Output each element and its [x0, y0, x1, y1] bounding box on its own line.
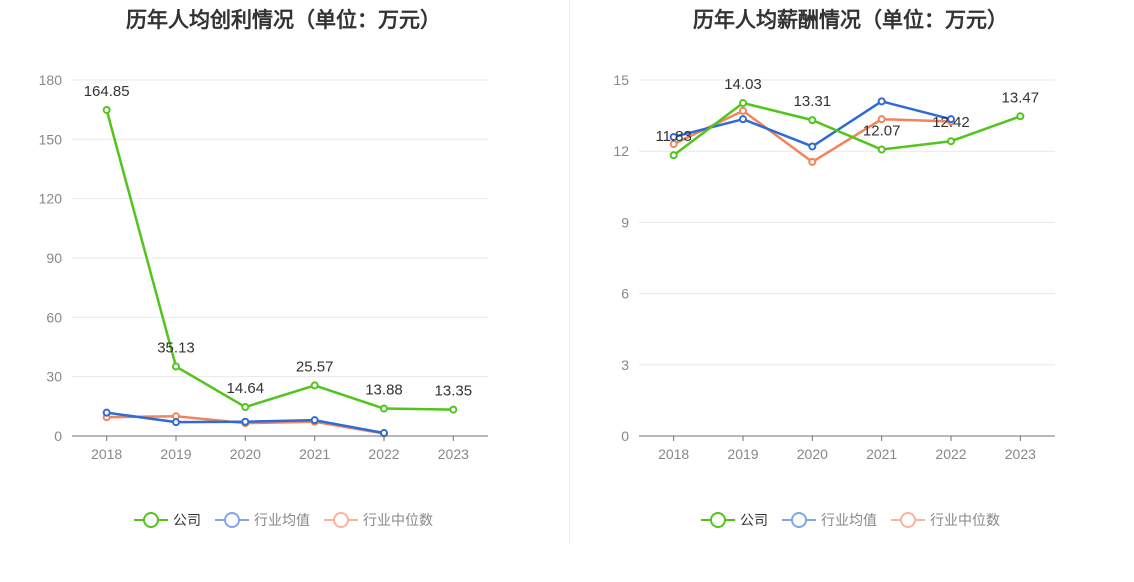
- chart-title: 历年人均薪酬情况（单位：万元）: [693, 9, 1008, 32]
- legend-marker-icon: [782, 511, 816, 529]
- data-label: 13.31: [794, 93, 832, 110]
- data-label: 12.07: [863, 123, 901, 140]
- legend-label: 行业均值: [254, 512, 310, 528]
- panel-divider: [569, 0, 570, 545]
- legend-marker-icon: [891, 511, 925, 529]
- profit-per-capita-chart: 历年人均创利情况（单位：万元） 0 30 60 90 120 150 180 2018 2019…: [0, 9, 567, 530]
- x-tick-label: 2021: [299, 446, 330, 462]
- data-point-industry-median: [877, 115, 886, 124]
- legend-item-industry-median[interactable]: 行业中位数: [324, 510, 433, 530]
- y-tick-label: 150: [39, 131, 63, 147]
- y-tick-label: 30: [46, 369, 62, 385]
- data-label: 35.13: [157, 340, 195, 357]
- legend-item-industry-avg[interactable]: 行业均值: [215, 510, 310, 530]
- salary-per-capita-chart: 历年人均薪酬情况（单位：万元） 0 3 6 9 12 15 2018 2019 2020 2021…: [567, 0, 1134, 582]
- data-point-industry-avg: [808, 142, 817, 151]
- x-tick-label: 2022: [935, 446, 966, 462]
- plot-area: 0 30 60 90 120 150 180 2018 2019 2020 2021 2022 2023…: [39, 72, 488, 462]
- y-tick-label: 9: [621, 214, 629, 230]
- data-point-industry-avg: [877, 97, 886, 106]
- chart-title: 历年人均创利情况（单位：万元）: [126, 9, 441, 32]
- data-label: 11.83: [655, 128, 691, 145]
- data-point-company: [947, 137, 955, 146]
- y-tick-label: 60: [46, 309, 62, 325]
- x-tick-label: 2018: [658, 446, 689, 462]
- data-label: 14.64: [227, 380, 265, 397]
- x-tick-label: 2023: [1005, 446, 1036, 462]
- x-tick-label: 2019: [727, 446, 758, 462]
- data-point-company: [1016, 112, 1025, 121]
- data-point-company: [172, 362, 180, 371]
- x-tick-label: 2021: [866, 446, 897, 462]
- y-tick-label: 180: [39, 72, 63, 88]
- data-point-company: [380, 404, 388, 413]
- data-point-industry-avg: [102, 408, 111, 417]
- y-tick-label: 90: [46, 250, 62, 266]
- legend-label: 公司: [173, 512, 201, 528]
- y-tick-label: 12: [613, 143, 629, 159]
- series-line-company: [672, 101, 1021, 157]
- x-tick-label: 2022: [368, 446, 399, 462]
- data-label: 13.47: [1002, 89, 1040, 106]
- data-point-company: [739, 99, 747, 108]
- data-point-industry-avg: [669, 132, 678, 141]
- data-point-company: [449, 405, 458, 414]
- x-tick-label: 2020: [230, 446, 261, 462]
- chart-legend: 公司 行业均值 行业中位数: [0, 510, 567, 530]
- y-tick-label: 15: [613, 72, 629, 88]
- y-tick-label: 3: [621, 357, 629, 373]
- data-point-industry-median: [739, 106, 747, 115]
- data-point-company: [669, 151, 678, 160]
- data-point-industry-avg: [241, 417, 250, 426]
- x-tick-label: 2018: [91, 446, 122, 462]
- data-label: 13.35: [435, 383, 473, 400]
- x-tick-label: 2023: [438, 446, 469, 462]
- data-point-company: [102, 105, 111, 114]
- data-label: 13.88: [365, 382, 403, 399]
- data-point-industry-avg: [380, 429, 388, 438]
- legend-marker-icon: [701, 511, 735, 529]
- legend-item-company[interactable]: 公司: [134, 510, 201, 530]
- data-point-company: [808, 116, 817, 125]
- legend-label: 行业中位数: [930, 512, 1000, 528]
- legend-marker-icon: [215, 511, 249, 529]
- data-point-industry-avg: [310, 416, 319, 425]
- y-tick-label: 6: [621, 286, 629, 302]
- x-tick-label: 2019: [160, 446, 191, 462]
- data-label: 14.03: [724, 76, 762, 93]
- data-label: 164.85: [84, 83, 130, 100]
- data-point-company: [877, 145, 886, 154]
- legend-label: 行业均值: [821, 512, 877, 528]
- data-point-company: [310, 381, 319, 390]
- data-point-industry-avg: [739, 115, 747, 124]
- legend-label: 公司: [740, 512, 768, 528]
- data-point-industry-avg: [947, 115, 955, 124]
- series-line-company: [105, 109, 454, 411]
- data-point-industry-median: [669, 140, 678, 149]
- data-label: 12.42: [932, 114, 970, 131]
- data-point-company: [241, 403, 250, 412]
- chart-legend: 公司 行业均值 行业中位数: [567, 510, 1134, 530]
- plot-area: 0 3 6 9 12 15 2018 2019 2020 2021 2022 2023 11.83 14.…: [613, 72, 1055, 462]
- legend-label: 行业中位数: [363, 512, 433, 528]
- y-tick-label: 120: [39, 191, 63, 207]
- legend-marker-icon: [134, 511, 168, 529]
- data-label: 25.57: [296, 358, 334, 375]
- legend-item-company[interactable]: 公司: [701, 510, 768, 530]
- legend-marker-icon: [324, 511, 358, 529]
- y-tick-label: 0: [621, 428, 629, 444]
- x-tick-label: 2020: [797, 446, 828, 462]
- data-point-industry-median: [808, 157, 817, 166]
- legend-item-industry-avg[interactable]: 行业均值: [782, 510, 877, 530]
- legend-item-industry-median[interactable]: 行业中位数: [891, 510, 1000, 530]
- y-tick-label: 0: [54, 428, 62, 444]
- data-point-industry-avg: [172, 418, 180, 427]
